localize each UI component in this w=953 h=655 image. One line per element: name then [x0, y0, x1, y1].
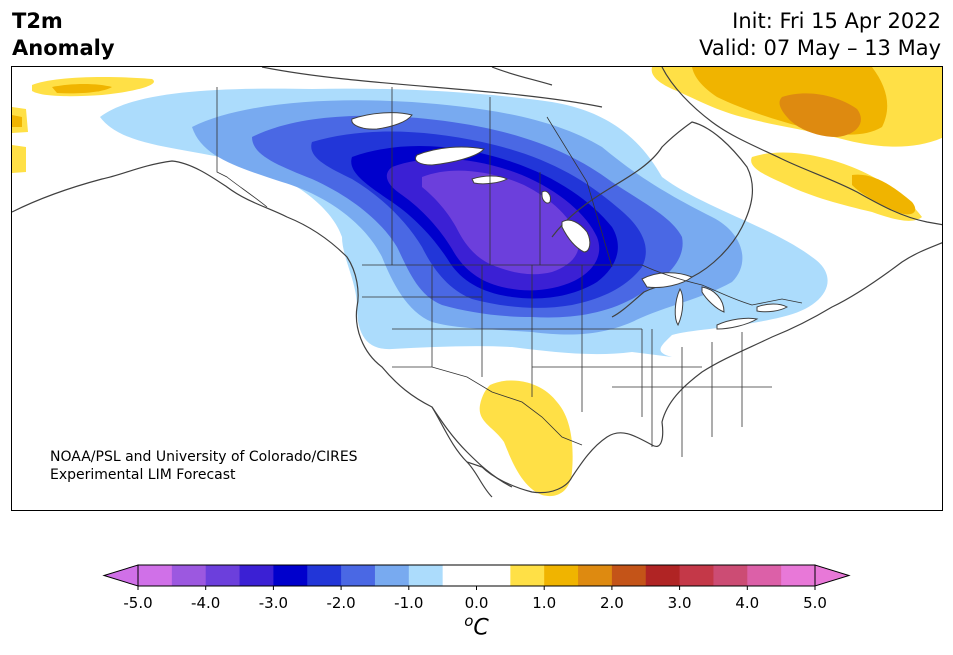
us-canada-border: [362, 264, 803, 306]
lake-athabasca: [471, 175, 509, 185]
cold-anomaly-region: [100, 88, 828, 357]
unit-superscript: o: [464, 612, 474, 630]
lake-superior: [641, 272, 693, 288]
lake-winnipeg: [561, 219, 591, 253]
colorbar-tick-label: 4.0: [735, 594, 759, 612]
lake-manitoba: [541, 190, 551, 204]
colorbar-cell: [713, 565, 748, 586]
colorbar-cell: [408, 565, 444, 586]
colorbar-cell: [307, 565, 342, 586]
colorbar-tick-label: -3.0: [259, 594, 288, 612]
colorbar-cell: [544, 565, 579, 586]
colorbar-tick-label: -5.0: [123, 594, 152, 612]
colorbar-cell: [611, 565, 647, 586]
lake-erie: [716, 317, 759, 330]
us-mexico-border: [392, 366, 583, 446]
colorbar-cell: [645, 565, 681, 586]
colorbar-cell: [442, 565, 511, 586]
us-states-central: [532, 329, 772, 457]
colorbar-cell: [747, 565, 782, 586]
warm-west-edge-2: [12, 115, 22, 127]
colorbar-tick-label: 2.0: [600, 594, 624, 612]
political-borders: [216, 87, 803, 457]
great-bear-lake: [351, 112, 413, 130]
map-title: T2m Anomaly: [12, 8, 115, 62]
colorbar-cell: [679, 565, 714, 586]
colorbar-cell: [171, 565, 207, 586]
colorbar-tick-label: 1.0: [532, 594, 556, 612]
warm-east-greenland-2: [852, 174, 916, 215]
credit-line-2: Experimental LIM Forecast: [50, 467, 236, 483]
valid-period: Valid: 07 May – 13 May: [699, 36, 941, 60]
colorbar-tick-label: 3.0: [668, 594, 692, 612]
colorbar-cell: [374, 565, 410, 586]
colorbar-tick-label: -4.0: [191, 594, 220, 612]
lake-huron: [701, 286, 725, 313]
mexico-coast: [431, 406, 513, 498]
colorbar-cell: [239, 565, 274, 586]
canada-provinces: [391, 87, 613, 268]
title-line-2: Anomaly: [12, 36, 115, 60]
colorbar-cell: [138, 565, 173, 586]
colorbar-cell: [341, 565, 376, 586]
colorbar-unit: oC: [0, 612, 953, 640]
colorbar-cells: [102, 564, 851, 587]
arctic-islands: [261, 67, 603, 108]
colorbar-over-arrow: [814, 564, 851, 587]
forecast-dates: Init: Fri 15 Apr 2022 Valid: 07 May – 13…: [699, 8, 941, 62]
colorbar-tick-label: -2.0: [326, 594, 355, 612]
colorbar-tick-label: -1.0: [394, 594, 423, 612]
warm-southwest: [479, 380, 573, 497]
colorbar: -5.0 -4.0 -3.0 -2.0 -1.0 0.0 1.0 2.0 3.0 4.0 5.0: [102, 564, 851, 612]
title-line-1: T2m: [12, 9, 63, 33]
warm-anomaly-regions: [12, 67, 942, 497]
credit-line-1: NOAA/PSL and University of Colorado/CIRE…: [50, 449, 358, 465]
colorbar-under-arrow: [102, 564, 139, 587]
greenland-coast: [661, 67, 942, 226]
colorbar-cell: [510, 565, 545, 586]
lake-michigan: [674, 287, 684, 327]
colorbar-ticks: -5.0 -4.0 -3.0 -2.0 -1.0 0.0 1.0 2.0 3.0 4.0 5.0: [123, 586, 827, 612]
great-slave-lake: [415, 146, 485, 166]
coastlines: [12, 67, 942, 498]
init-date: Init: Fri 15 Apr 2022: [732, 9, 941, 33]
us-states-west: [362, 265, 643, 417]
map-canvas: [12, 67, 942, 498]
warm-alaska-2: [52, 84, 112, 94]
warm-greenland-3: [779, 93, 861, 137]
data-credit: NOAA/PSL and University of Colorado/CIRE…: [50, 448, 358, 484]
alaska-border: [216, 87, 268, 208]
colorbar-cell: [273, 565, 308, 586]
colorbar-cell: [781, 565, 816, 586]
colorbar-cell: [578, 565, 613, 586]
unit-label: C: [473, 615, 489, 641]
colorbar-tick-label: 5.0: [803, 594, 827, 612]
colorbar-cell: [205, 565, 241, 586]
lakes: [351, 112, 789, 330]
anomaly-map: NOAA/PSL and University of Colorado/CIRE…: [11, 66, 943, 511]
colorbar-tick-label: 0.0: [465, 594, 489, 612]
lake-ontario: [756, 303, 789, 313]
